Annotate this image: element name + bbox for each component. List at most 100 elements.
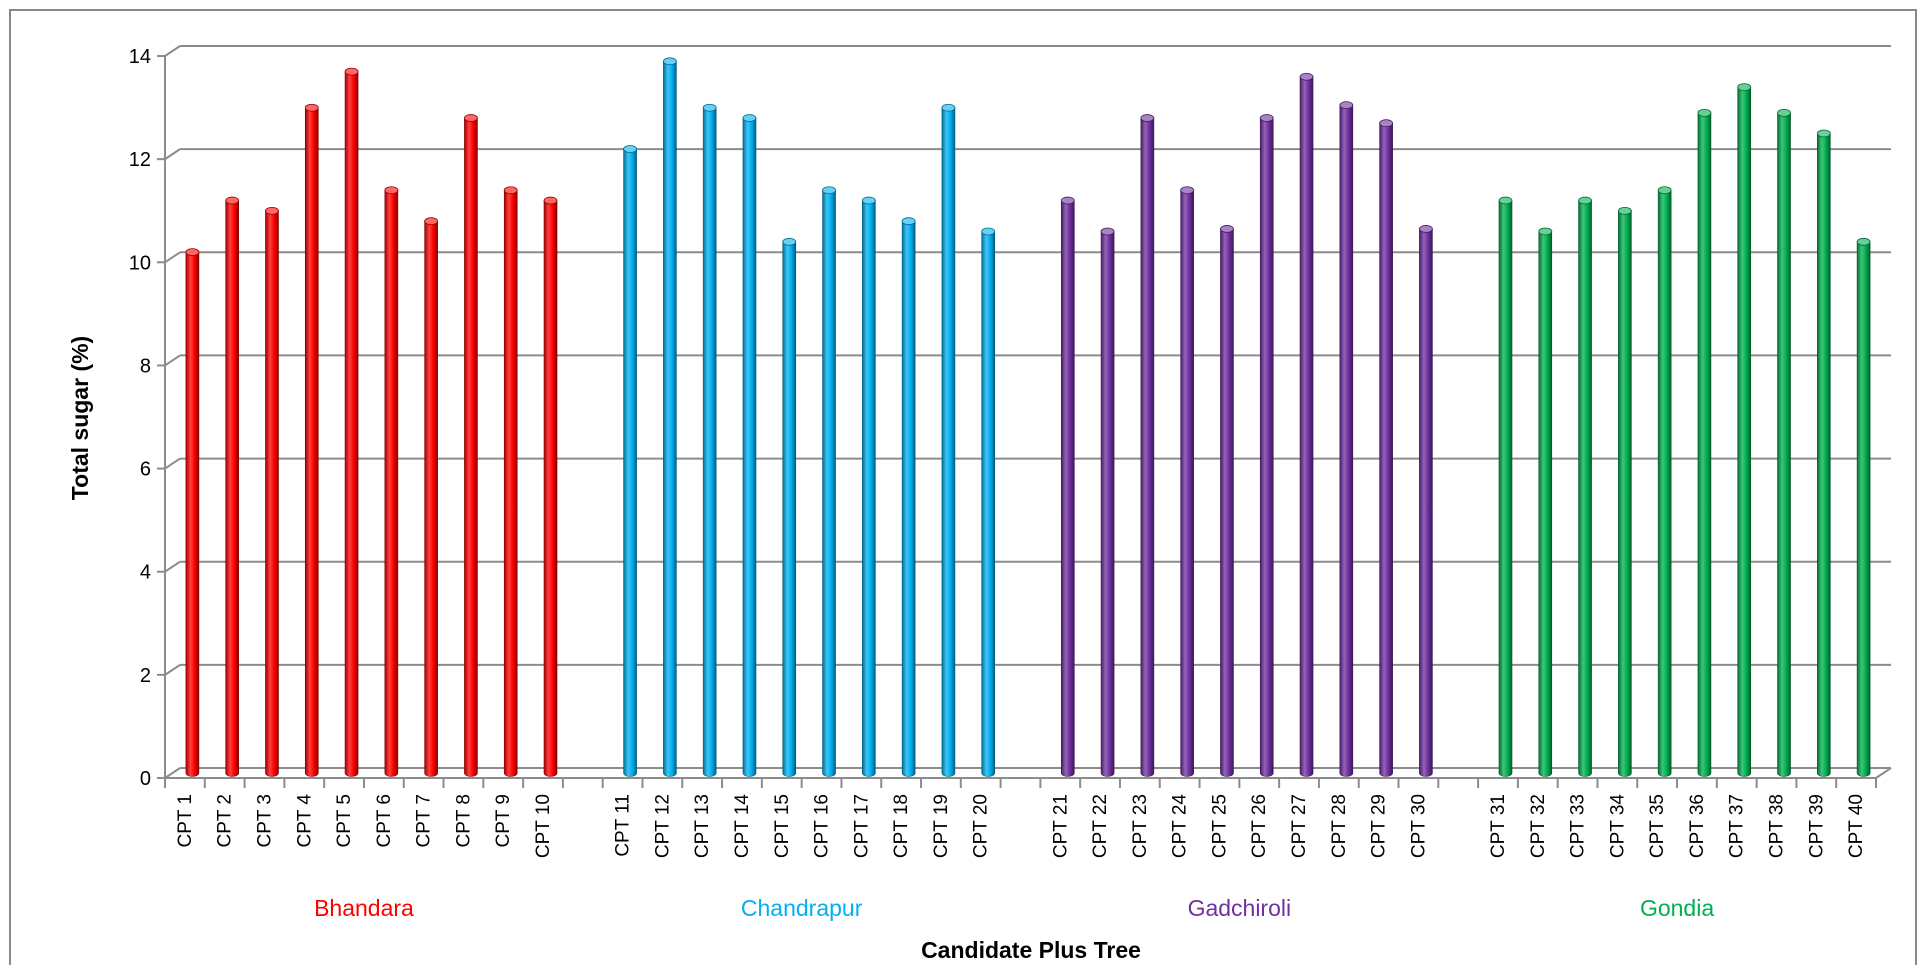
x-tick-label: CPT 27 [1289, 794, 1310, 858]
bar-top [1498, 196, 1513, 205]
bar-body [663, 61, 677, 777]
bar [623, 145, 637, 777]
bar-body [862, 200, 876, 777]
bar-body [623, 148, 637, 777]
bars [185, 57, 1871, 777]
bar [822, 186, 836, 777]
x-tick-label: CPT 8 [453, 794, 474, 848]
x-tick-label: CPT 39 [1806, 794, 1827, 858]
x-tick-label: CPT 17 [851, 794, 872, 858]
gridline-side [164, 767, 181, 779]
bar [1339, 101, 1354, 777]
bar-top [1299, 72, 1314, 81]
x-tick-label: CPT 36 [1687, 794, 1708, 858]
bar-top [702, 103, 717, 112]
bar [742, 114, 757, 777]
bar-body [1538, 231, 1553, 777]
bar-body [384, 189, 399, 777]
x-tick-label: CPT 33 [1568, 794, 1589, 858]
bar-body [265, 210, 279, 777]
x-tick-label: CPT 11 [613, 794, 634, 857]
bar-top [1140, 114, 1155, 122]
bar-body [1100, 231, 1115, 777]
bar [702, 103, 717, 777]
x-tick-label: CPT 32 [1528, 794, 1549, 858]
x-tick-label: CPT 30 [1408, 794, 1429, 858]
bar-body [941, 107, 956, 777]
x-tick-label: CPT 21 [1050, 794, 1071, 858]
bar-top [1220, 225, 1234, 233]
x-tick-label: CPT 29 [1369, 794, 1390, 858]
x-tick-label: CPT 14 [732, 794, 753, 859]
bar-body [742, 117, 757, 777]
bar-top [861, 196, 876, 205]
bar-top [424, 217, 439, 226]
x-tick-label: CPT 18 [891, 794, 912, 858]
bar [1140, 114, 1155, 777]
bar-top [782, 237, 797, 246]
bar-top [1697, 108, 1712, 117]
bar-top [1657, 186, 1672, 195]
x-tick-label: CPT 38 [1767, 794, 1788, 858]
bar-body [822, 189, 836, 777]
bar-top [1578, 196, 1592, 205]
bar-top [185, 248, 200, 257]
floor-edge [1875, 767, 1892, 779]
bar-body [901, 220, 916, 777]
bar-body [1777, 112, 1791, 777]
bar-top [464, 114, 478, 122]
y-tick-label: 0 [140, 768, 151, 790]
bar [424, 217, 439, 777]
bar-top [1339, 101, 1354, 110]
x-tick-label: CPT 2 [215, 794, 236, 848]
bar [941, 103, 956, 777]
y-tick-label: 2 [140, 665, 151, 687]
bar-body [702, 107, 717, 777]
x-tick-label: CPT 25 [1209, 794, 1230, 858]
bar-body [1419, 228, 1433, 777]
x-tick-label: CPT 15 [772, 794, 793, 858]
gridline-side [164, 148, 181, 160]
bar [1737, 83, 1752, 777]
bar-body [1618, 210, 1632, 777]
bar-body [1180, 189, 1194, 777]
bar-body [1259, 117, 1274, 777]
bar [1816, 129, 1831, 777]
bar [1299, 72, 1314, 777]
bar-body [782, 241, 797, 777]
bar [543, 196, 558, 777]
bar-body [1578, 200, 1592, 777]
bar [782, 237, 797, 777]
bar-top [265, 206, 279, 215]
bar-top [304, 103, 319, 112]
bar-top [1060, 196, 1075, 205]
x-tick-label: CPT 26 [1249, 794, 1270, 858]
axes [157, 55, 1892, 788]
x-tick-label: CPT 3 [254, 794, 275, 848]
y-tick-label: 14 [129, 46, 151, 68]
bar-body [1856, 241, 1871, 777]
x-tick-label: CPT 12 [652, 794, 673, 858]
gridline-side [164, 664, 181, 676]
bar [1578, 196, 1592, 777]
bar-top [1617, 206, 1632, 215]
bar-top [1538, 227, 1553, 236]
bar [384, 186, 399, 777]
bar [1419, 225, 1433, 777]
bar-top [1856, 237, 1871, 246]
x-tick-label: CPT 9 [493, 794, 514, 848]
bar [662, 57, 677, 777]
bar [1060, 196, 1075, 777]
x-tick-label: CPT 31 [1488, 794, 1509, 858]
bar-top [941, 103, 956, 112]
chart-border [9, 9, 1917, 965]
bar-body [981, 231, 996, 777]
bar-top [742, 114, 757, 122]
x-tick-label: CPT 1 [175, 794, 196, 848]
bar-body [304, 107, 319, 777]
x-tick-label: CPT 35 [1647, 794, 1668, 858]
y-tick-label: 8 [140, 355, 151, 377]
bar-body [1379, 122, 1393, 777]
x-tick-label: CPT 22 [1090, 794, 1111, 858]
